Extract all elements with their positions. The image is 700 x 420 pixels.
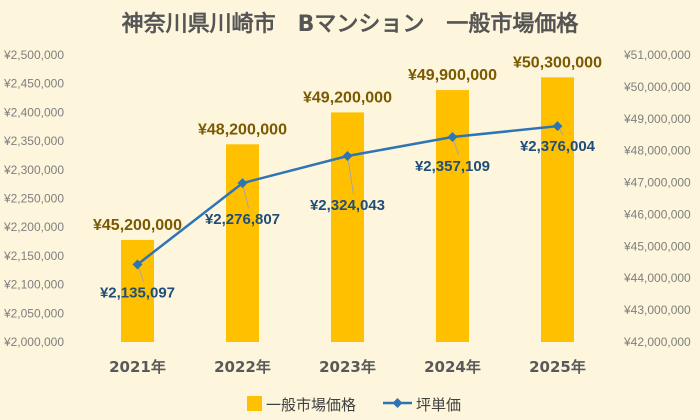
- right-axis-tick-label: ¥49,000,000: [623, 112, 691, 126]
- left-axis-tick-label: ¥2,400,000: [3, 105, 64, 119]
- legend-bar-label: 一般市場価格: [266, 396, 356, 414]
- line-point-marker: [132, 259, 143, 270]
- bar: [541, 77, 574, 343]
- left-axis-tick-label: ¥2,350,000: [3, 134, 64, 148]
- bar-series: ¥45,200,000 ¥48,200,000 ¥49,200,000 ¥49,900…: [93, 54, 602, 343]
- bar-value-label: ¥49,900,000: [408, 67, 497, 84]
- leader-line: [242, 182, 249, 209]
- left-axis-tick-label: ¥2,500,000: [3, 48, 64, 62]
- bar-value-label: ¥48,200,000: [198, 121, 287, 138]
- line-point-marker: [237, 178, 248, 189]
- line-point-marker: [342, 150, 353, 161]
- left-axis-tick-label: ¥2,000,000: [3, 335, 64, 349]
- right-axis-tick-label: ¥46,000,000: [623, 207, 691, 221]
- legend-line-marker: [392, 398, 403, 408]
- category-label: 2024年: [424, 358, 481, 376]
- right-axis-tick-label: ¥48,000,000: [623, 144, 691, 158]
- category-label: 2021年: [109, 358, 166, 376]
- category-label: 2022年: [214, 358, 271, 376]
- line-value-label: ¥2,357,109: [415, 158, 490, 175]
- right-axis-tick-label: ¥50,000,000: [623, 80, 691, 94]
- category-axis: 2021年 2022年 2023年 2024年 2025年: [109, 358, 586, 376]
- left-axis-tick-label: ¥2,250,000: [3, 192, 64, 206]
- left-axis-tick-label: ¥2,200,000: [3, 220, 64, 234]
- line-value-label: ¥2,324,043: [310, 197, 385, 214]
- right-axis-tick-label: ¥43,000,000: [623, 303, 691, 317]
- bar-value-label: ¥49,200,000: [303, 89, 392, 106]
- category-label: 2023年: [319, 358, 376, 376]
- right-axis-tick-label: ¥44,000,000: [623, 271, 691, 285]
- line-value-label: ¥2,135,097: [100, 284, 175, 301]
- line-value-label: ¥2,276,807: [205, 211, 280, 228]
- line-point-marker: [552, 121, 563, 132]
- left-axis: ¥2,000,000 ¥2,050,000 ¥2,100,000 ¥2,150,000…: [3, 48, 64, 349]
- line-series: ¥2,135,097 ¥2,276,807 ¥2,324,043 ¥2,357,109…: [100, 121, 596, 301]
- right-axis-tick-label: ¥45,000,000: [623, 239, 691, 253]
- right-axis-tick-label: ¥47,000,000: [623, 176, 691, 190]
- left-axis-tick-label: ¥2,050,000: [3, 306, 64, 320]
- right-axis-tick-label: ¥42,000,000: [623, 335, 691, 349]
- bar: [226, 144, 259, 342]
- bar: [436, 90, 469, 342]
- chart-title: 神奈川県川崎市 Bマンション 一般市場価格: [122, 11, 580, 37]
- bar-value-label: ¥50,300,000: [513, 54, 602, 71]
- category-label: 2025年: [529, 358, 586, 376]
- left-axis-tick-label: ¥2,450,000: [3, 77, 64, 91]
- legend-bar-swatch: [247, 396, 262, 411]
- left-axis-tick-label: ¥2,300,000: [3, 163, 64, 177]
- left-axis-tick-label: ¥2,150,000: [3, 249, 64, 263]
- right-axis: ¥42,000,000 ¥43,000,000 ¥44,000,000 ¥45,000…: [623, 48, 691, 349]
- bar-value-label: ¥45,200,000: [93, 217, 182, 234]
- line-point-marker: [447, 132, 458, 143]
- left-axis-tick-label: ¥2,100,000: [3, 278, 64, 292]
- leader-line: [347, 155, 354, 195]
- line-value-label: ¥2,376,004: [520, 138, 596, 155]
- right-axis-tick-label: ¥51,000,000: [623, 48, 691, 62]
- legend: 一般市場価格 坪単価: [247, 396, 461, 414]
- legend-line-label: 坪単価: [416, 396, 461, 414]
- bar: [331, 112, 364, 343]
